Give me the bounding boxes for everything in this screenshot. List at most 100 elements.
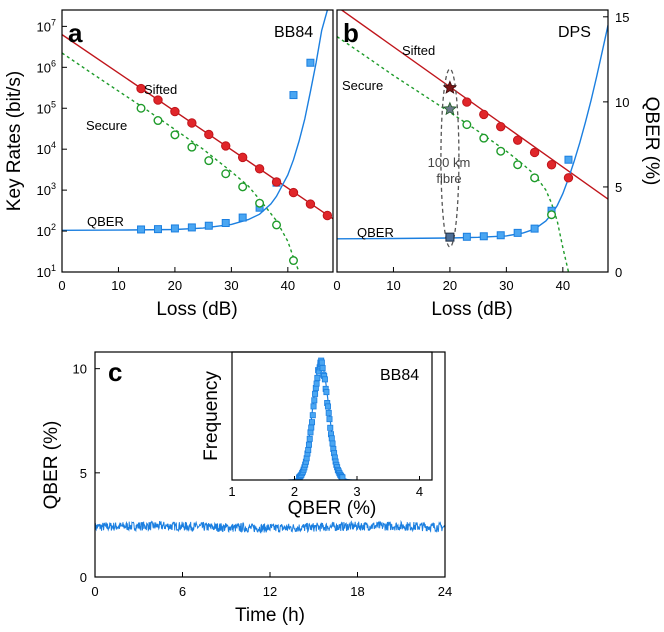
inset-histogram-point	[306, 435, 313, 442]
a-y-tick-label: 101	[37, 263, 56, 280]
inset-histogram-point	[312, 390, 319, 397]
a-x-tick-label: 30	[224, 278, 238, 293]
a-qber-point	[153, 225, 162, 234]
inset-histogram-point	[325, 409, 332, 416]
panel-a-frame	[61, 9, 334, 273]
a-sifted-point	[271, 177, 282, 187]
panel-c-y-axis-title: QBER (%)	[41, 421, 62, 510]
c-y-tick-label: 0	[80, 570, 87, 585]
panel-a-y-axis-title: Key Rates (bit/s)	[4, 71, 25, 211]
inset-x-tick-label: 1	[228, 484, 235, 499]
a-secure-point	[238, 182, 248, 192]
a-sifted-point	[254, 164, 265, 174]
panel-b-protocol-label: DPS	[558, 24, 591, 41]
inset-x-tick-label: 2	[291, 484, 298, 499]
c-x-tick-label: 12	[263, 584, 277, 599]
inset-histogram-point	[309, 419, 316, 426]
inset-histogram-point	[321, 376, 328, 383]
a-sifted-point	[221, 141, 231, 151]
b-secure-fit-curve	[337, 36, 570, 272]
b-secure-star-marker	[442, 101, 458, 116]
b-sifted-point	[496, 121, 506, 132]
a-y-tick-label: 103	[37, 181, 56, 198]
a-sifted-point	[305, 199, 316, 209]
b-sifted-star-marker	[442, 80, 458, 94]
a-y-tick-label: 106	[37, 58, 56, 75]
a-sifted-point	[170, 106, 180, 117]
b-x-tick-label: 20	[443, 278, 457, 293]
a-qber-point	[187, 223, 196, 232]
inset-histogram-point	[309, 412, 316, 419]
a-secure-point	[272, 220, 282, 230]
a-x-tick-label: 20	[168, 278, 182, 293]
inset-x-ticks: 1 2 3 4	[228, 476, 423, 499]
inset-x-axis-title: QBER (%)	[288, 498, 377, 519]
b-right-y-tick-label: 15	[615, 10, 629, 25]
a-sifted-point	[204, 129, 214, 140]
panel-b-annotation	[440, 68, 460, 248]
inset-histogram-point	[307, 429, 314, 436]
inset-histogram-point	[314, 374, 321, 381]
panel-c-letter: c	[108, 357, 122, 387]
b-right-y-tick-label: 10	[615, 95, 629, 110]
b-secure-point	[462, 120, 472, 130]
a-x-tick-label: 0	[58, 278, 65, 293]
inset-histogram-point	[326, 416, 333, 423]
b-secure-point	[479, 133, 489, 143]
a-secure-point	[170, 130, 180, 140]
b-right-y-tick-label: 0	[615, 265, 622, 280]
b-secure-point	[513, 160, 523, 170]
b-qber-point	[496, 231, 505, 240]
a-qber-point	[306, 58, 315, 67]
panel-b-fit-curves	[337, 10, 608, 272]
a-y-tick-label: 104	[37, 140, 56, 157]
inset-histogram-point	[339, 474, 346, 480]
b-qber-point	[513, 228, 522, 237]
a-qber-point	[221, 219, 230, 228]
a-qber-point	[170, 224, 179, 233]
a-sifted-point	[237, 152, 248, 163]
c-x-tick-label: 24	[438, 584, 452, 599]
panel-a-x-axis-title: Loss (dB)	[156, 299, 237, 320]
inset-x-tick-label: 4	[416, 484, 423, 499]
b-qber-point	[564, 155, 573, 164]
b-secure-point	[547, 210, 557, 220]
panel-a-letter: a	[68, 18, 83, 48]
a-sifted-point	[187, 118, 197, 128]
b-sifted-point	[512, 135, 523, 145]
inset-x-tick-label: 3	[353, 484, 360, 499]
inset-histogram-point	[328, 435, 335, 442]
panel-b-x-ticks: 0 10 20 30 40	[333, 267, 570, 293]
inset-histogram-point	[329, 440, 336, 447]
panel-c-x-axis-title: Time (h)	[235, 605, 305, 626]
b-sifted-point	[546, 160, 557, 170]
panel-b-y-axis-title: QBER (%)	[641, 97, 662, 186]
panel-a-data-points	[136, 58, 333, 266]
inset-histogram	[288, 357, 357, 480]
inset-histogram-point	[318, 359, 325, 366]
b-qber-point	[479, 232, 488, 241]
inset-histogram-point	[319, 365, 326, 372]
b-qber-point	[530, 224, 539, 233]
a-qber-point	[289, 91, 298, 100]
panel-a-secure-label: Secure	[86, 118, 127, 133]
b-sifted-point	[529, 147, 540, 158]
b-secure-point	[530, 173, 540, 183]
a-secure-point	[221, 169, 231, 179]
panel-a-y-ticks: 101 102 103 104 105 106 107	[37, 17, 67, 280]
a-secure-point	[153, 116, 163, 126]
b-x-tick-label: 10	[386, 278, 400, 293]
b-x-tick-label: 40	[556, 278, 570, 293]
a-y-tick-label: 105	[37, 99, 56, 116]
inset-y-axis-title: Frequency	[201, 371, 222, 461]
b-sifted-point	[479, 109, 489, 120]
panel-b-annotation-line2: fibre	[436, 171, 461, 186]
a-secure-point	[136, 103, 146, 113]
inset-histogram-point	[327, 424, 334, 431]
panel-a: 0 10 20 30 40 101 102 103 104 105 106 107 a BB84 S…	[4, 9, 334, 320]
panel-a-protocol-label: BB84	[274, 24, 313, 41]
b-qber-highlight-point	[445, 232, 455, 242]
panel-b-right-y-ticks: 0 5 10 15	[603, 10, 629, 280]
